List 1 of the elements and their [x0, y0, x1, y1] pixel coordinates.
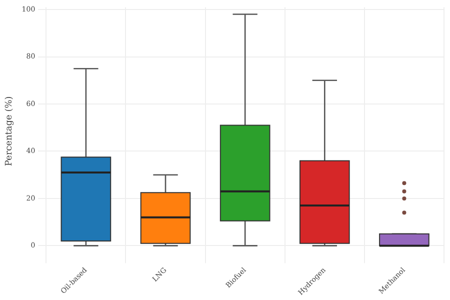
y-axis-title: Percentage (%) — [4, 96, 15, 166]
